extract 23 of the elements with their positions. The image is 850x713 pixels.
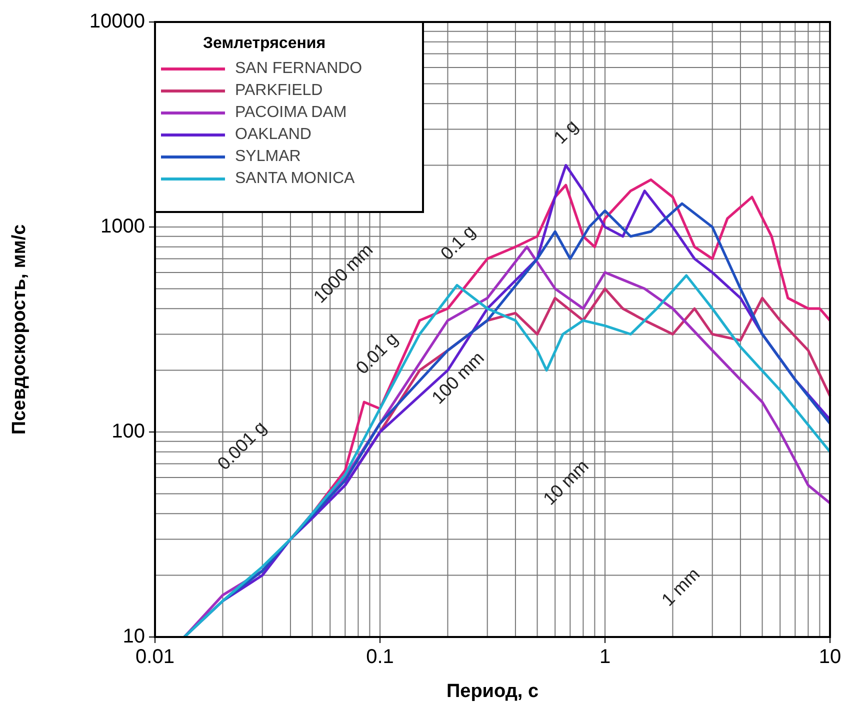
legend-label: OAKLAND (235, 126, 312, 144)
x-axis-title: Период, с (446, 681, 539, 702)
x-tick-label: 1 (599, 646, 611, 668)
annotation: 1 g (550, 116, 582, 148)
legend-label: PARKFIELD (235, 82, 323, 100)
y-tick-label: 10000 (89, 10, 145, 32)
annotation: 10 mm (539, 456, 592, 509)
legend-label: SANTA MONICA (235, 170, 356, 188)
annotation: 100 mm (428, 348, 488, 408)
x-tick-label: 0.1 (366, 646, 394, 668)
y-tick-label: 10 (122, 625, 145, 648)
y-axis-title: Псевдоскорость, мм/с (9, 224, 30, 435)
annotation: 1 mm (658, 564, 704, 610)
y-tick-label: 1000 (100, 215, 145, 238)
legend-title: Землетрясения (203, 35, 326, 52)
y-tick-label: 100 (112, 420, 145, 442)
legend-label: SAN FERNANDO (235, 60, 362, 78)
legend-label: SYLMAR (235, 148, 301, 166)
legend-label: PACOIMA DAM (235, 104, 347, 122)
x-tick-label: 10 (818, 646, 842, 668)
annotation: 0.01 g (352, 328, 402, 378)
annotation: 0.1 g (436, 221, 480, 264)
x-tick-label: 0.01 (136, 646, 174, 668)
